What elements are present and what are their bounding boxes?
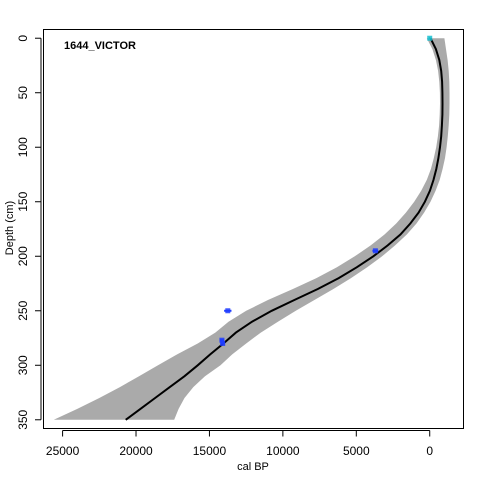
- y-tick-label-50: 50: [16, 86, 30, 100]
- chart-title: 1644_VICTOR: [64, 40, 136, 52]
- y-axis-title: Depth (cm): [4, 201, 16, 255]
- date-marker-4: [220, 340, 226, 346]
- y-tick-label-100: 100: [16, 137, 30, 157]
- axes: 25000 20000 15000 10000 5000 0 0 50 100 150 200 250…: [16, 35, 433, 458]
- y-tick-label-350: 350: [16, 409, 30, 429]
- x-tick-label-0: 0: [426, 444, 433, 458]
- x-axis-title: cal BP: [237, 461, 269, 473]
- plot-frame: [43, 29, 464, 429]
- date-marker-2: [225, 308, 231, 314]
- x-tick-label-5000: 5000: [343, 444, 370, 458]
- x-tick-label-10000: 10000: [266, 444, 300, 458]
- x-tick-label-20000: 20000: [119, 444, 153, 458]
- y-tick-label-200: 200: [16, 246, 30, 266]
- age-uncertainty-envelope: [53, 38, 450, 420]
- x-tick-label-15000: 15000: [193, 444, 227, 458]
- y-tick-label-150: 150: [16, 191, 30, 211]
- date-marker-0: [427, 35, 433, 41]
- x-tick-label-25000: 25000: [46, 444, 80, 458]
- y-tick-label-250: 250: [16, 300, 30, 320]
- date-marker-1: [372, 248, 378, 254]
- y-tick-label-300: 300: [16, 355, 30, 375]
- date-marker-3: [219, 337, 225, 343]
- median-age-line: [125, 37, 444, 421]
- y-tick-label-0: 0: [16, 35, 30, 42]
- plot-area: [53, 35, 450, 421]
